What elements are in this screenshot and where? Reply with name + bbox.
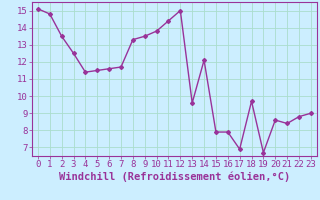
X-axis label: Windchill (Refroidissement éolien,°C): Windchill (Refroidissement éolien,°C) xyxy=(59,172,290,182)
